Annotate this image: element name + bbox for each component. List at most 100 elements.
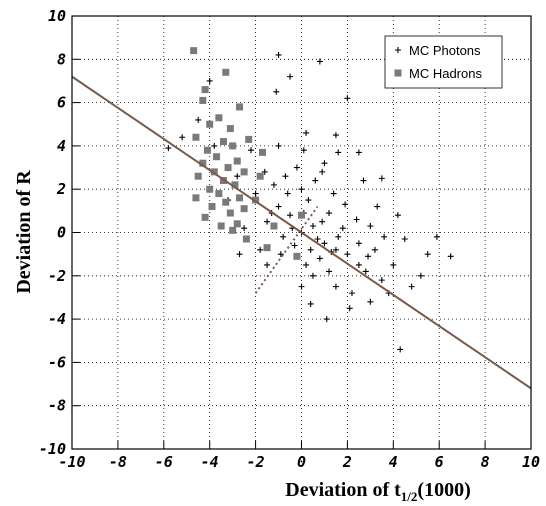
point <box>213 153 221 161</box>
point <box>374 203 381 210</box>
point <box>275 142 282 149</box>
point <box>381 233 388 240</box>
x-title-sub: 1/2 <box>401 489 418 504</box>
point <box>367 223 374 230</box>
x-tick-label: 6 <box>435 453 444 471</box>
point <box>321 240 328 247</box>
point <box>229 226 237 234</box>
point <box>233 157 241 165</box>
point <box>256 172 264 180</box>
x-axis-title: Deviation of t1/2(1000) <box>285 479 471 504</box>
point <box>307 246 314 253</box>
x-tick-label: 2 <box>342 453 352 471</box>
point <box>401 235 408 242</box>
y-tick-label: -8 <box>48 397 66 415</box>
point <box>240 168 248 176</box>
point <box>206 120 214 128</box>
point <box>201 213 209 221</box>
point <box>233 220 241 228</box>
point <box>326 210 333 217</box>
point <box>215 114 223 122</box>
legend-box <box>384 35 503 89</box>
point <box>257 246 264 253</box>
point <box>332 246 339 253</box>
point <box>192 194 200 202</box>
point <box>316 58 323 65</box>
x-tick-label: -4 <box>201 453 219 471</box>
point <box>378 277 385 284</box>
point <box>248 147 255 154</box>
x-title-main: Deviation of t <box>285 479 401 501</box>
plot-frame <box>71 15 532 450</box>
point <box>332 132 339 139</box>
point <box>303 129 310 136</box>
point <box>264 261 271 268</box>
point <box>305 197 312 204</box>
point <box>326 268 333 275</box>
y-tick-label: 0 <box>57 224 66 242</box>
point <box>360 177 367 184</box>
point <box>346 305 353 312</box>
point <box>339 225 346 232</box>
point <box>390 261 397 268</box>
legend-marker <box>394 69 402 77</box>
x-tick-label: 0 <box>297 453 306 471</box>
point <box>303 261 310 268</box>
point <box>203 146 211 154</box>
point <box>314 235 321 242</box>
point <box>242 235 250 243</box>
point <box>275 51 282 58</box>
fit-line <box>71 75 532 390</box>
point <box>287 212 294 219</box>
x-title-suffix: (1000) <box>417 479 470 501</box>
y-tick-label: 2 <box>56 180 66 198</box>
point <box>252 190 259 197</box>
point <box>234 173 241 180</box>
point <box>192 133 200 141</box>
point <box>291 242 298 249</box>
point <box>179 134 186 141</box>
point <box>270 181 277 188</box>
x-tick-label: 10 <box>522 453 540 471</box>
y-tick-label: -4 <box>48 310 66 328</box>
point <box>293 164 300 171</box>
y-axis-title: Deviation of R <box>13 170 35 294</box>
point <box>217 222 225 230</box>
point <box>280 233 287 240</box>
point <box>447 253 454 260</box>
point <box>342 201 349 208</box>
point <box>355 261 362 268</box>
point <box>362 268 369 275</box>
point <box>344 251 351 258</box>
point <box>222 68 230 76</box>
point <box>397 346 404 353</box>
point <box>293 252 301 260</box>
point <box>323 316 330 323</box>
point <box>316 255 323 262</box>
point <box>201 86 209 94</box>
point <box>211 142 218 149</box>
point <box>226 125 234 133</box>
point <box>199 96 207 104</box>
point <box>433 233 440 240</box>
point <box>424 251 431 258</box>
x-tick-label: -10 <box>58 453 85 471</box>
point <box>270 222 278 230</box>
point <box>309 272 316 279</box>
point <box>353 216 360 223</box>
point <box>195 116 202 123</box>
point <box>231 181 239 189</box>
point <box>378 175 385 182</box>
point <box>264 218 271 225</box>
point <box>226 209 234 217</box>
point <box>229 142 237 150</box>
point <box>263 244 271 252</box>
point <box>236 194 244 202</box>
y-tick-label: 6 <box>57 94 66 112</box>
point <box>194 172 202 180</box>
point <box>252 196 260 204</box>
y-tick-label: 4 <box>57 137 66 155</box>
x-tick-label: 4 <box>389 453 398 471</box>
point <box>321 160 328 167</box>
point <box>367 298 374 305</box>
